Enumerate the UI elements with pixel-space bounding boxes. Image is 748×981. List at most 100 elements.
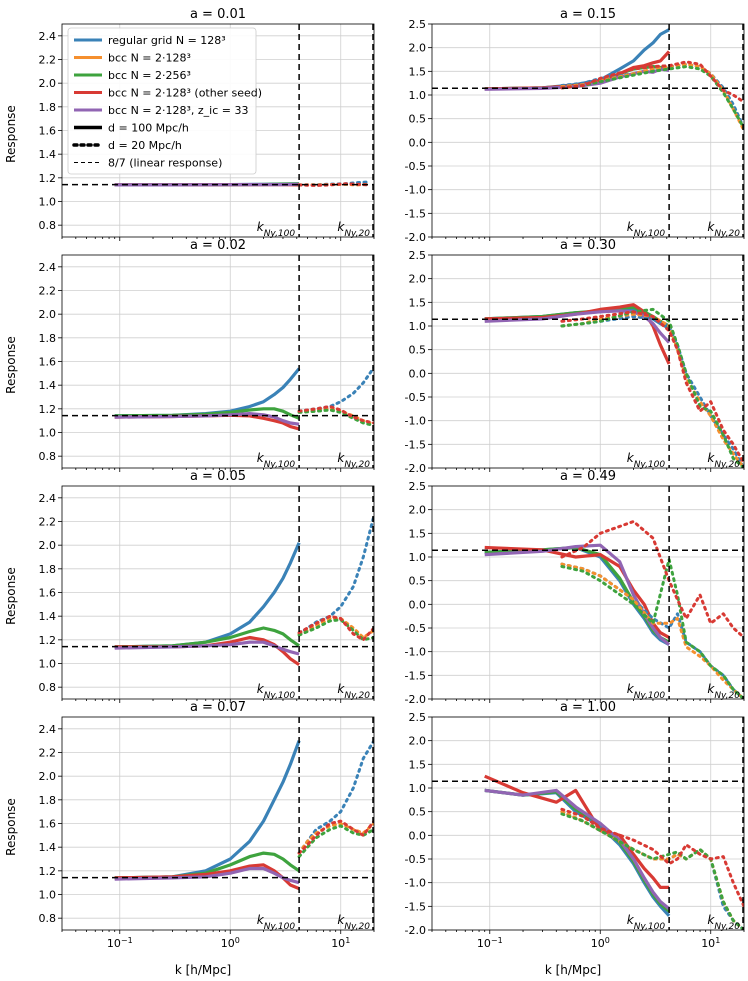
kny20-label: kNy,20 (337, 913, 370, 932)
legend-box (67, 27, 257, 175)
ytick-label: 1.4 (39, 379, 57, 392)
ytick-label: 2.0 (39, 308, 57, 321)
legend-bcc-256: bcc N = 2·256³ (74, 69, 191, 82)
series-bcc256-d20 (297, 824, 374, 859)
plot-area (432, 255, 744, 468)
ytick-label: -0.5 (405, 622, 426, 635)
series-bcc128-d20 (297, 822, 374, 855)
grid (62, 255, 374, 468)
kny20-label: kNy,20 (707, 220, 740, 239)
ytick-label: 1.4 (39, 148, 57, 161)
legend-bcc-128: bcc N = 2·128³ (74, 52, 191, 65)
ytick-label: 2.4 (39, 723, 57, 736)
ytick-label: 0.0 (409, 829, 427, 842)
panel-title: a = 0.02 (190, 238, 246, 253)
ytick-label: -1.0 (405, 646, 426, 659)
panel-title: a = 0.01 (190, 7, 246, 22)
ytick-label: -2.0 (405, 462, 426, 475)
ytick-label: 1.2 (39, 865, 57, 878)
ytick-label: -2.0 (405, 231, 426, 244)
ytick-label: 0.0 (409, 598, 427, 611)
ytick-label: -0.5 (405, 391, 426, 404)
legend-bcc-128-label: bcc N = 2·128³ (108, 52, 191, 65)
ytick-label: 2.0 (409, 504, 427, 517)
series-bcc256-d20 (297, 408, 374, 427)
legend-linear-label: 8/7 (linear response) (108, 157, 222, 170)
ytick-label: 0.5 (409, 806, 427, 819)
kny100-label: kNy,100 (257, 451, 296, 470)
legend-bcc-zic33: bcc N = 2·128³, z_ic = 33 (74, 104, 249, 117)
ytick-label: 1.6 (39, 587, 57, 600)
ytick-label: 1.2 (39, 634, 57, 647)
plot-frame (431, 716, 745, 931)
ytick-label: 1.6 (39, 818, 57, 831)
ytick-label: 2.0 (409, 735, 427, 748)
plot-area (432, 24, 744, 237)
series-zic33-d100 (114, 866, 300, 885)
ytick-label: 2.5 (409, 249, 427, 262)
ylabel-row-0: Response (4, 105, 18, 163)
kny20-label: kNy,20 (707, 451, 740, 470)
kny100-label: kNy,100 (627, 913, 666, 932)
xtick-label: 100 (591, 936, 610, 951)
panel-5: kNy,100 kNy,20 -2.0 -1.5 -1.0 -0.5 0.0 0.5 1.0 1.… (405, 469, 745, 706)
series-zic33-d100 (114, 640, 300, 656)
ytick-label: 1.5 (409, 296, 427, 309)
ytick-label: 0.5 (409, 575, 427, 588)
ytick-label: -2.0 (405, 693, 426, 706)
panel-4: kNy,100 kNy,20 0.8 1.0 1.2 1.4 1.6 1.8 2.0 2.2 2.4… (39, 469, 375, 703)
xlabel-left: k [h/Mpc] (175, 963, 231, 977)
legend-regular-grid: regular grid N = 128³ (74, 34, 226, 47)
ylabel-row-3: Response (4, 798, 18, 856)
plot-frame (431, 485, 745, 700)
series-regular-d20 (297, 514, 374, 636)
ytick-label: 0.0 (409, 136, 427, 149)
ytick-label: 2.0 (409, 42, 427, 55)
ytick-label: 2.2 (39, 54, 57, 67)
ytick-label: 1.0 (39, 658, 57, 671)
ytick-label: -1.0 (405, 184, 426, 197)
series-regular-d20 (297, 365, 374, 413)
ytick-label: 1.6 (39, 125, 57, 138)
panel-6: kNy,100 kNy,20 0.8 1.0 1.2 1.4 1.6 1.8 2.0 2.2 2.4… (39, 700, 375, 950)
series-bcc256-d20 (560, 812, 744, 930)
series-layer (484, 774, 744, 930)
ytick-label: 2.4 (39, 492, 57, 505)
series-layer (114, 514, 374, 667)
series-zic33-d100 (114, 412, 300, 426)
xtick-label: 101 (331, 936, 350, 951)
ytick-label: 0.8 (39, 912, 57, 925)
kny20-label: kNy,20 (337, 220, 370, 239)
series-layer (114, 365, 374, 431)
kny100-label: kNy,100 (257, 682, 296, 701)
ytick-label: 1.0 (409, 782, 427, 795)
ytick-label: -0.5 (405, 160, 426, 173)
series-bcc256-d20 (560, 65, 744, 130)
legend-d20: d = 20 Mpc/h (72, 139, 182, 152)
ytick-label: 2.0 (39, 539, 57, 552)
ytick-label: 2.2 (39, 285, 57, 298)
series-other_seed-d100 (114, 863, 300, 891)
panel-2: kNy,100 kNy,20 0.8 1.0 1.2 1.4 1.6 1.8 2.0 2.2 2.4… (39, 238, 375, 472)
legend: regular grid N = 128³ bcc N = 2·128³ bcc N… (67, 27, 262, 175)
ytick-label: 0.8 (39, 450, 57, 463)
ytick-label: -1.5 (405, 438, 426, 451)
grid (62, 486, 374, 699)
series-layer (484, 303, 744, 468)
xtick-label: 10−1 (107, 936, 133, 951)
series-layer (114, 739, 374, 891)
ytick-label: 2.4 (39, 261, 57, 274)
ytick-label: 2.2 (39, 747, 57, 760)
axis-labels-layer: Response Response Response Response k [h… (4, 105, 601, 977)
series-bcc256-d100 (114, 626, 301, 649)
panel-title: a = 0.07 (190, 700, 246, 715)
ytick-label: -1.0 (405, 877, 426, 890)
ytick-label: 1.4 (39, 841, 57, 854)
ytick-label: 1.0 (409, 320, 427, 333)
panel-title: a = 0.05 (190, 469, 246, 484)
ytick-label: 1.0 (409, 551, 427, 564)
panel-title: a = 0.15 (560, 7, 616, 22)
series-layer (484, 28, 744, 132)
panel-3: kNy,100 kNy,20 -2.0 -1.5 -1.0 -0.5 0.0 0.5 1.0 1.… (405, 238, 745, 475)
